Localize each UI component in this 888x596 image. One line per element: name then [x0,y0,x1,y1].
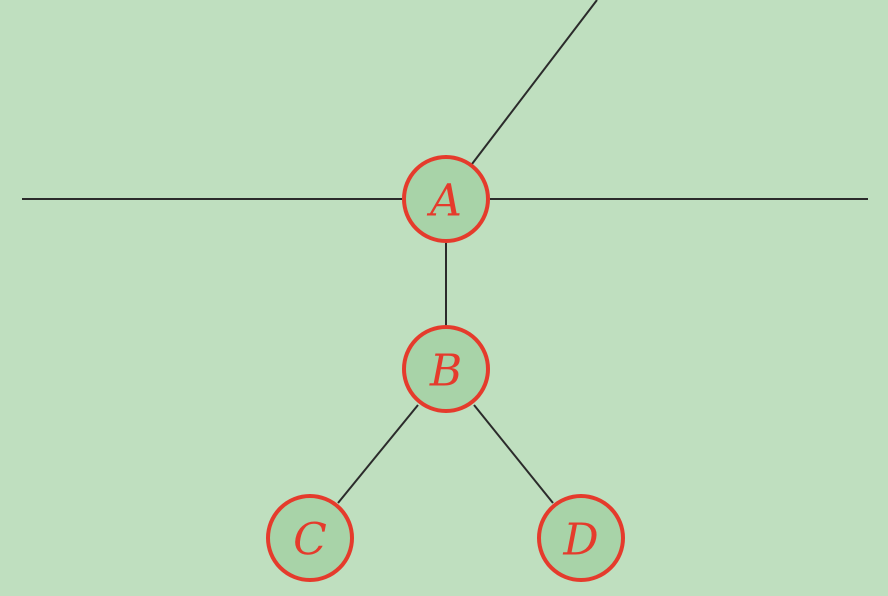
edge-a-up [471,0,598,165]
node-a-label: A [426,176,462,227]
node-b-label: B [429,346,462,397]
edge-b-d [473,404,554,504]
node-d: D [537,494,625,582]
node-d-circle [537,494,625,582]
edge-b-c [337,404,419,504]
node-d-label: D [562,515,598,566]
node-c-label: C [293,515,327,566]
node-c-circle [266,494,354,582]
node-c: C [266,494,354,582]
node-a-circle [402,155,490,243]
node-a: A [402,155,490,243]
node-b: B [402,325,490,413]
node-b-circle [402,325,490,413]
